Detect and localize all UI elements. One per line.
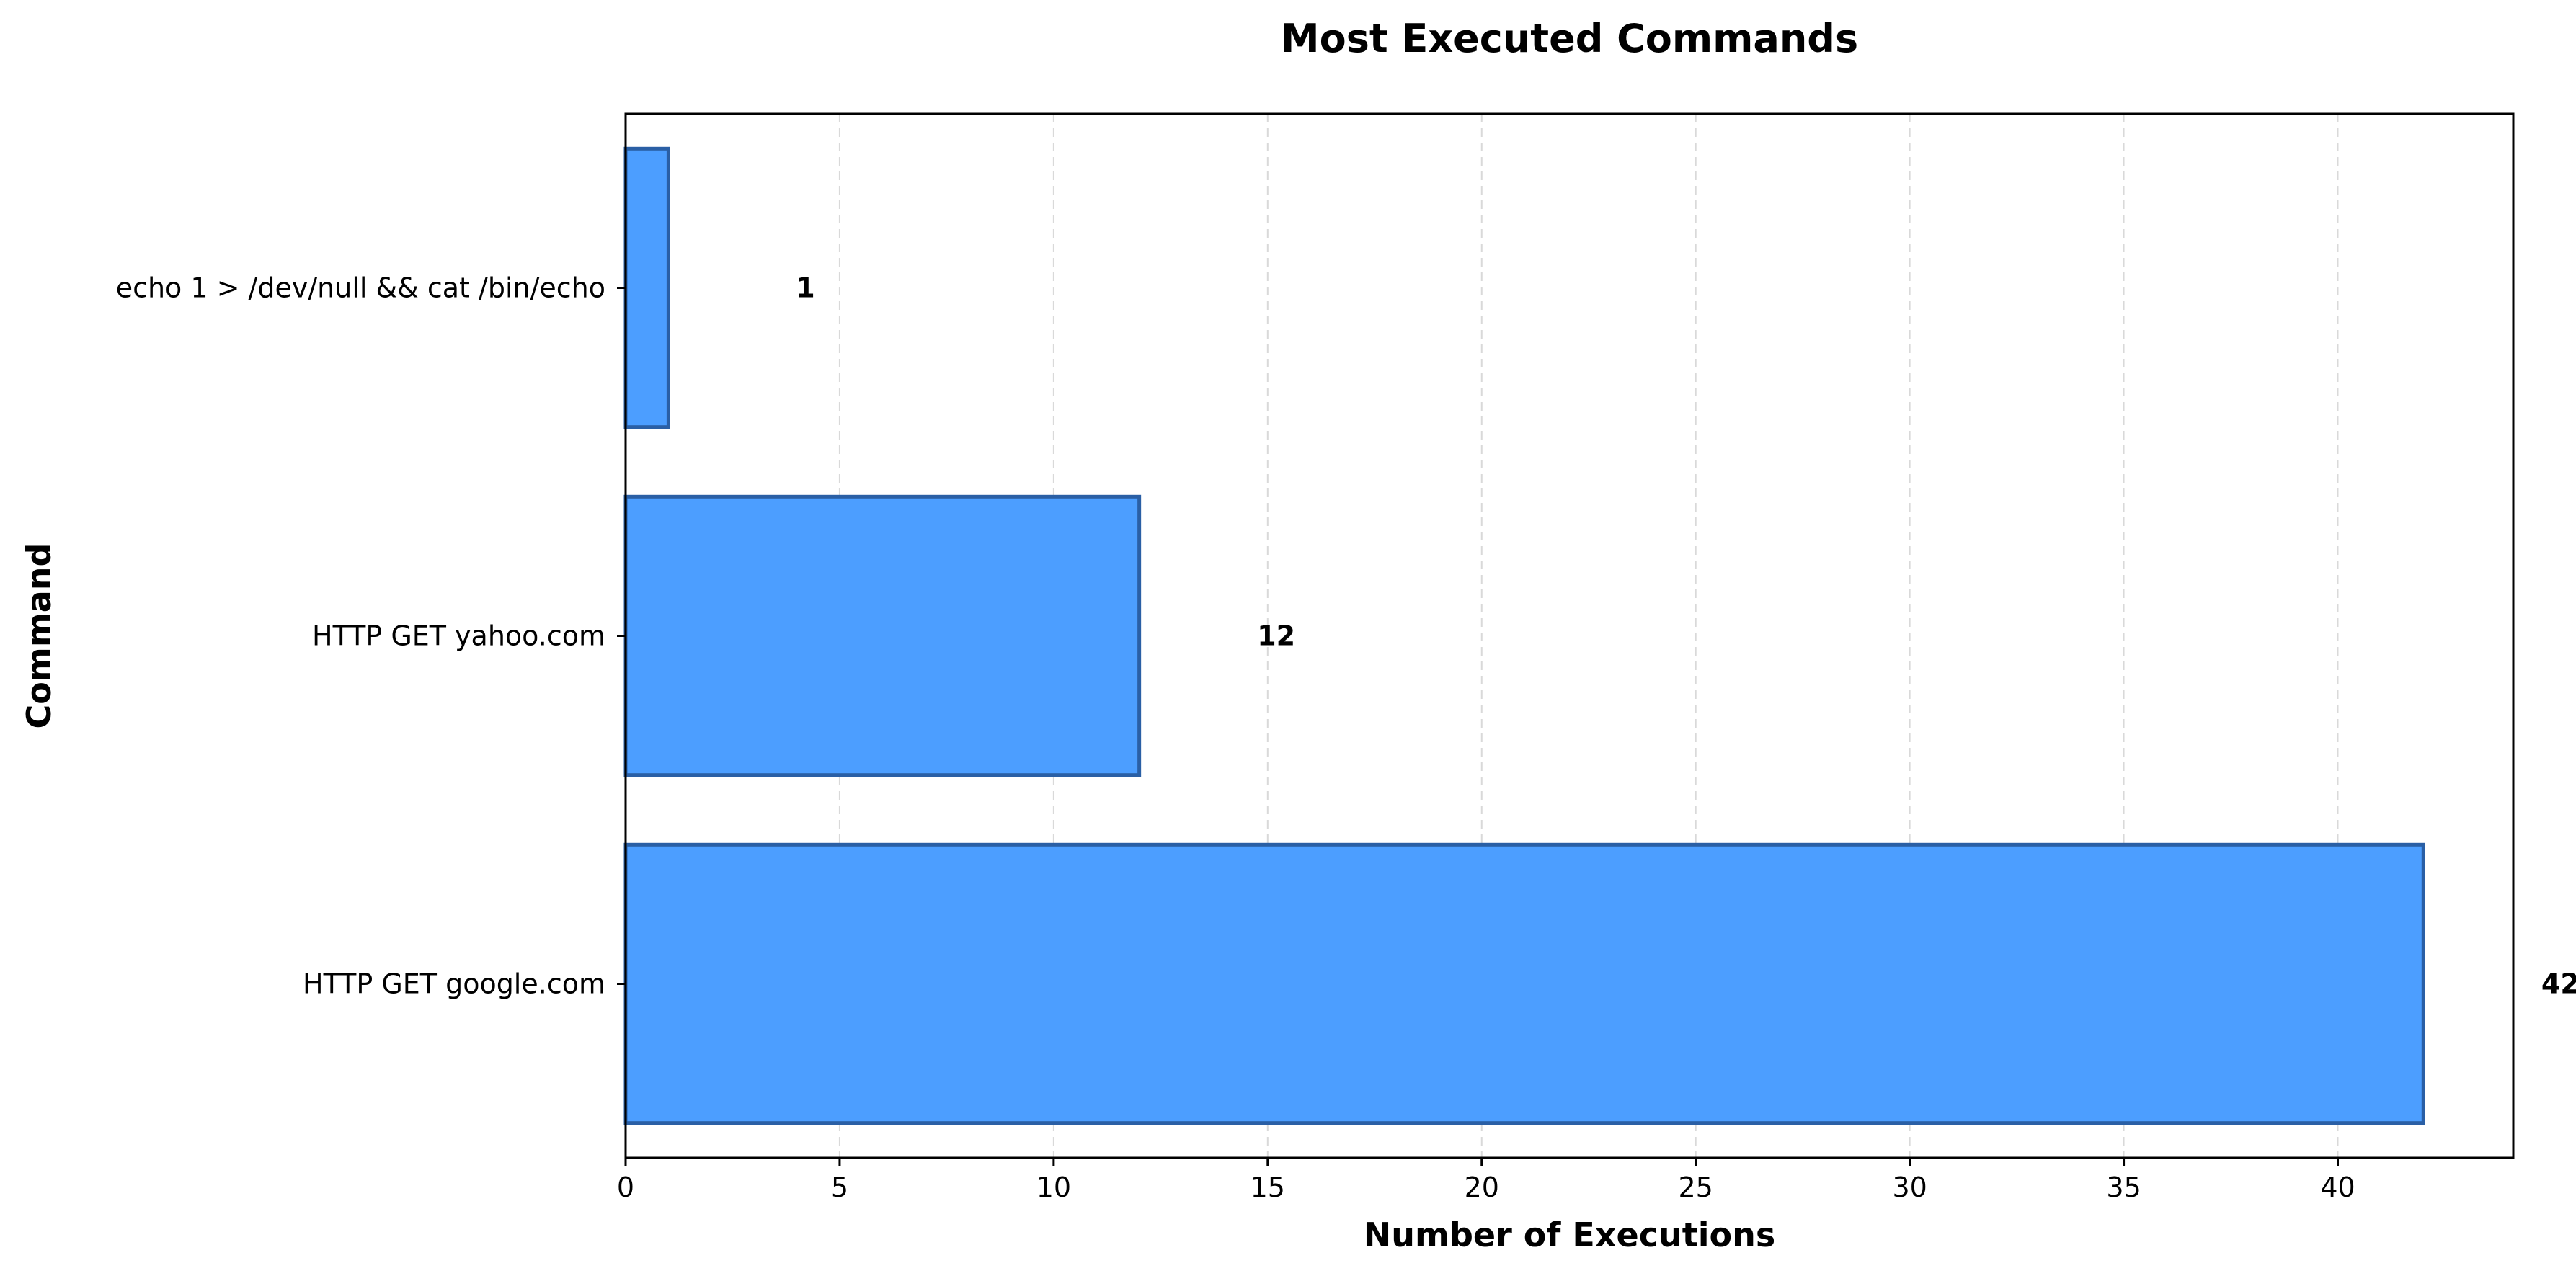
- bar: [623, 494, 1142, 777]
- x-tick-label: 5: [831, 1172, 848, 1203]
- bars-group: [623, 146, 2425, 1125]
- x-tick-label: 30: [1892, 1172, 1927, 1203]
- x-tick-label: 15: [1251, 1172, 1285, 1203]
- data-labels-group: 42 12 1: [796, 272, 2576, 1000]
- x-tick-label: 10: [1036, 1172, 1071, 1203]
- y-axis-title: Command: [19, 543, 58, 729]
- bar: [623, 842, 2425, 1125]
- x-tick-label: 40: [2320, 1172, 2355, 1203]
- x-axis-title: Number of Executions: [1364, 1215, 1775, 1254]
- y-tick-label: HTTP GET yahoo.com: [312, 620, 605, 652]
- x-tick-label: 0: [617, 1172, 634, 1203]
- x-tick-label: 35: [2106, 1172, 2141, 1203]
- gridlines: [838, 114, 2339, 1158]
- bar-value-label: 12: [1257, 620, 1295, 652]
- y-tick-label: HTTP GET google.com: [303, 968, 605, 1000]
- bar-value-label: 42: [2541, 968, 2576, 1000]
- chart-title: Most Executed Commands: [1281, 16, 1858, 61]
- x-tick-label: 25: [1679, 1172, 1713, 1203]
- y-tick-label: echo 1 > /dev/null && cat /bin/echo: [116, 272, 605, 304]
- bar-value-label: 1: [796, 272, 814, 304]
- y-axis-ticks: HTTP GET google.com HTTP GET yahoo.com ech…: [116, 272, 626, 1000]
- x-axis-ticks: 0 5 10 15 20 25 30 35 40: [617, 1158, 2355, 1203]
- bar: [623, 146, 670, 429]
- x-tick-label: 20: [1465, 1172, 1499, 1203]
